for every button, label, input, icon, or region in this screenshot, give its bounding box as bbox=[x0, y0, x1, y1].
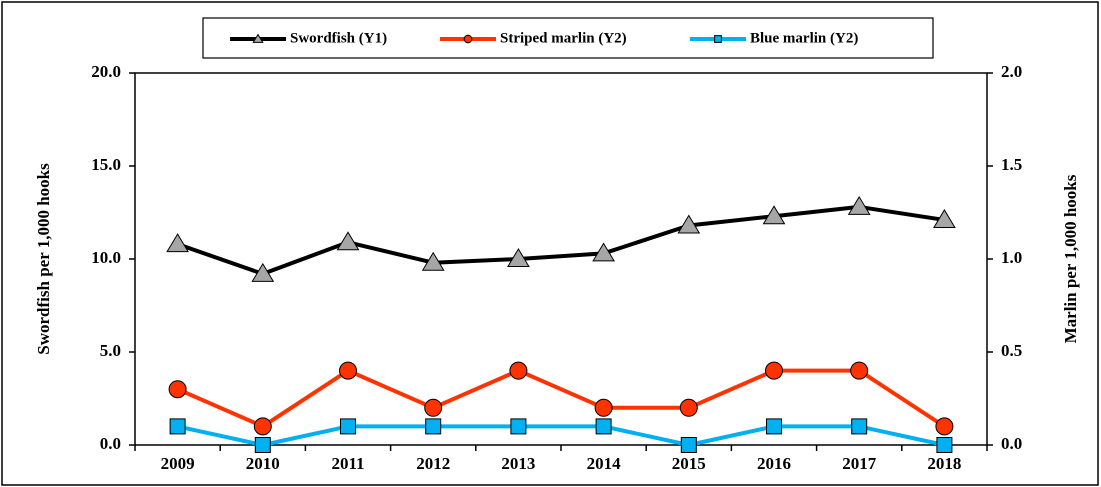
y2-tick-label: 1.5 bbox=[1001, 155, 1022, 174]
point bbox=[168, 380, 187, 399]
x-tick-label: 2017 bbox=[842, 454, 877, 473]
legend-marker bbox=[463, 34, 473, 44]
point bbox=[254, 437, 271, 453]
x-tick-label: 2013 bbox=[501, 454, 535, 473]
series-line bbox=[176, 368, 946, 429]
point bbox=[680, 437, 697, 453]
x-tick-label: 2011 bbox=[331, 454, 364, 473]
point bbox=[679, 398, 698, 417]
legend-marker bbox=[252, 33, 264, 43]
point bbox=[339, 361, 357, 380]
point bbox=[851, 418, 868, 435]
point bbox=[762, 205, 786, 225]
x-tick-label: 2012 bbox=[416, 454, 450, 473]
point bbox=[507, 248, 530, 267]
point bbox=[251, 262, 275, 282]
point bbox=[594, 398, 613, 417]
y-tick-label: 5.0 bbox=[100, 341, 121, 360]
y2-tick-label: 1.0 bbox=[1001, 248, 1022, 267]
point bbox=[847, 195, 871, 215]
point bbox=[425, 418, 442, 435]
legend-label: Swordfish (Y1) bbox=[290, 30, 387, 46]
x-tick-label: 2014 bbox=[587, 454, 622, 473]
y-tick-label: 0.0 bbox=[100, 434, 121, 453]
series-line bbox=[177, 424, 945, 447]
y-tick-label: 10.0 bbox=[91, 248, 121, 267]
point bbox=[850, 361, 869, 380]
point bbox=[340, 418, 356, 435]
x-tick-label: 2015 bbox=[672, 454, 706, 473]
point bbox=[677, 214, 701, 234]
point bbox=[510, 418, 527, 435]
point bbox=[336, 231, 360, 251]
point bbox=[509, 361, 528, 380]
y-tick-label: 15.0 bbox=[91, 155, 121, 174]
point bbox=[933, 208, 956, 228]
x-tick-label: 2009 bbox=[161, 454, 195, 473]
legend-marker bbox=[714, 35, 722, 43]
y2-axis-label: Marlin per 1,000 hooks bbox=[1061, 174, 1080, 343]
point bbox=[253, 417, 272, 436]
y2-tick-label: 0.5 bbox=[1001, 341, 1022, 360]
point bbox=[935, 417, 954, 436]
y-axis-label: Swordfish per 1,000 hooks bbox=[34, 163, 53, 355]
legend-box bbox=[202, 17, 934, 59]
point bbox=[592, 242, 615, 262]
point bbox=[765, 361, 783, 380]
x-tick-label: 2018 bbox=[927, 454, 961, 473]
point bbox=[595, 418, 612, 435]
legend-label: Striped marlin (Y2) bbox=[500, 30, 627, 46]
x-tick-label: 2016 bbox=[757, 454, 791, 473]
series-line bbox=[176, 204, 945, 276]
x-tick-label: 2010 bbox=[246, 454, 280, 473]
point bbox=[766, 418, 782, 435]
point bbox=[936, 437, 953, 453]
point bbox=[424, 398, 443, 417]
point bbox=[166, 233, 189, 253]
legend-label: Blue marlin (Y2) bbox=[750, 30, 858, 46]
y-tick-label: 20.0 bbox=[91, 62, 121, 81]
y2-tick-label: 2.0 bbox=[1001, 62, 1022, 81]
point bbox=[421, 251, 445, 271]
y2-tick-label: 0.0 bbox=[1001, 434, 1022, 453]
point bbox=[169, 418, 186, 435]
